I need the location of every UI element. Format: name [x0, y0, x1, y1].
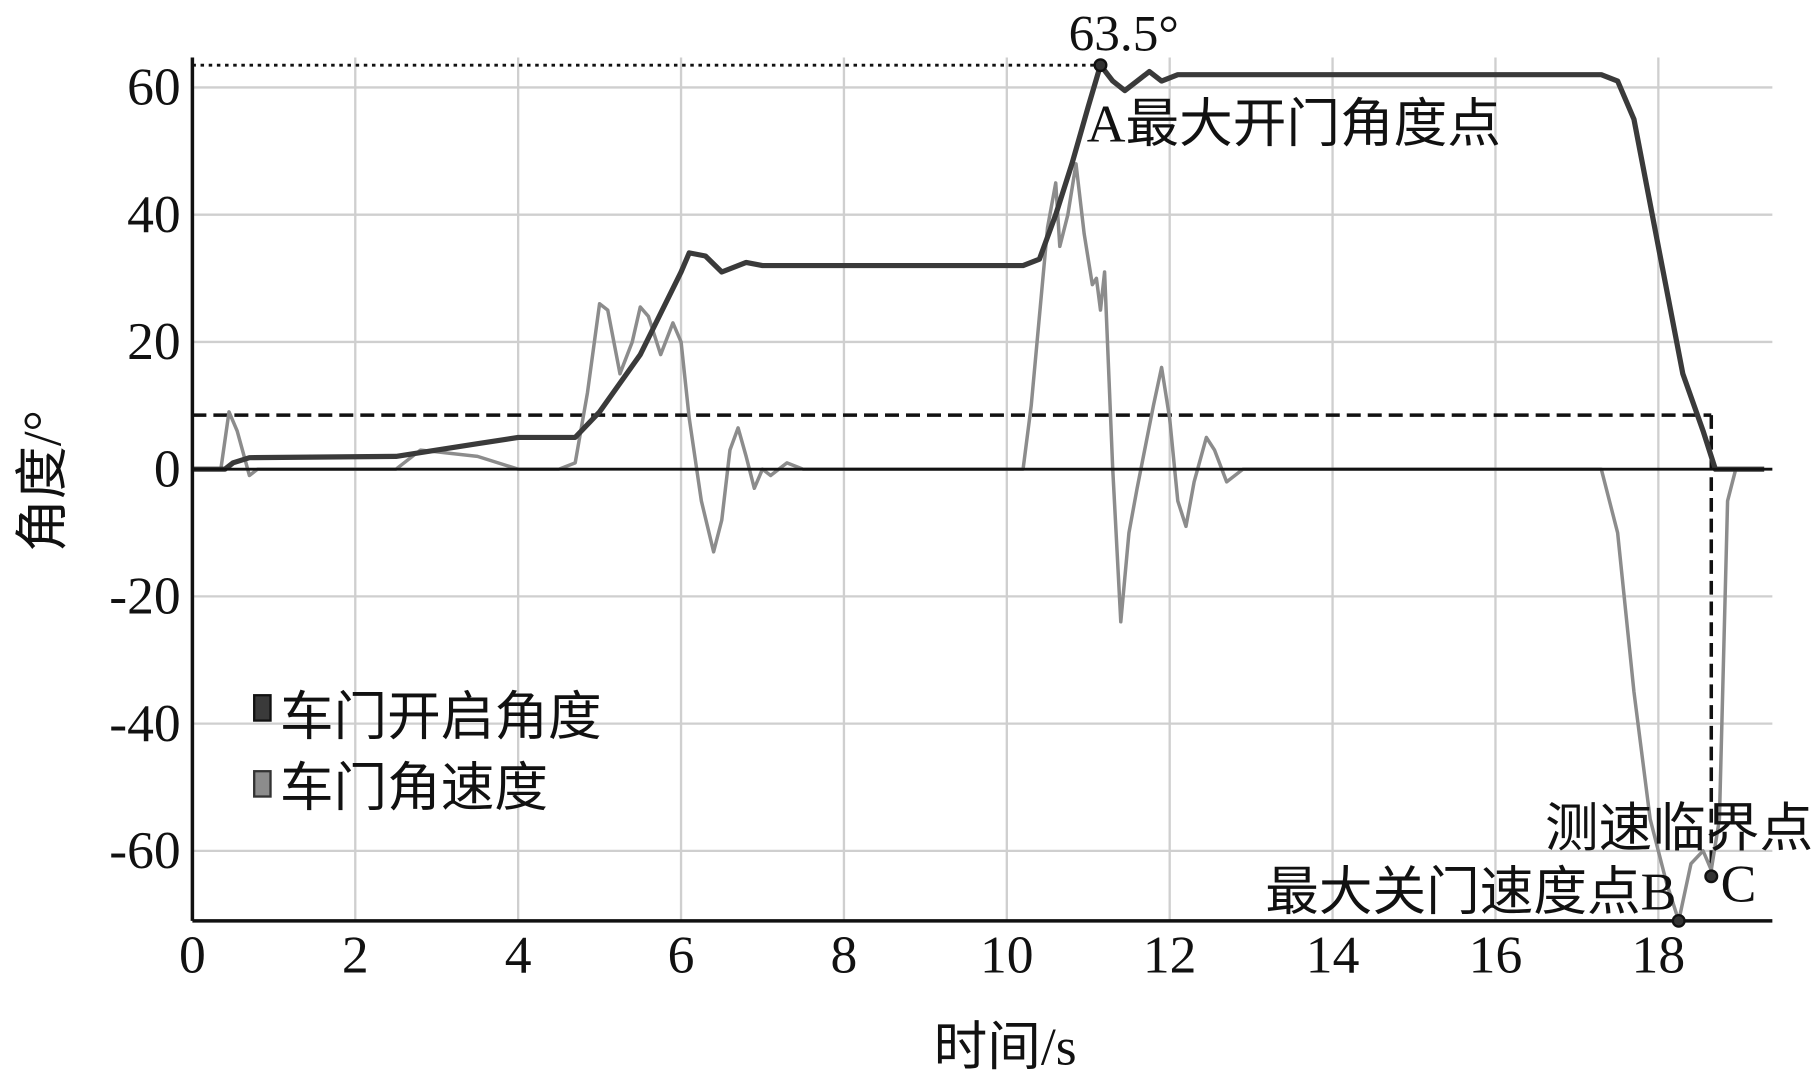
legend-label-velocity: 车门角速度	[280, 759, 548, 818]
x-tick-label: 2	[342, 926, 369, 985]
grid	[192, 57, 1773, 921]
annotation-label-B: 最大关门速度点B	[1265, 863, 1676, 922]
y-tick-label: -20	[109, 567, 180, 626]
legend-swatch-velocity	[253, 770, 272, 798]
y-tick-label: 0	[154, 440, 181, 499]
y-tick-label: 40	[127, 185, 181, 244]
reference-lines	[192, 63, 1714, 877]
y-tick-label: -60	[109, 821, 180, 880]
x-tick-label: 6	[668, 926, 695, 985]
x-tick-label: 18	[1632, 926, 1686, 985]
y-tick-label: 20	[127, 312, 181, 371]
annotation-point-C	[1704, 869, 1719, 884]
x-tick-label: 8	[831, 926, 858, 985]
x-tick-label: 10	[980, 926, 1034, 985]
axes	[190, 57, 1773, 923]
x-tick-label: 12	[1143, 926, 1197, 985]
annotation-caption-C: 测速临界点	[1545, 799, 1813, 858]
annotation-label-A: A最大开门角度点	[1087, 95, 1501, 154]
legend: 车门开启角度 车门角速度	[253, 688, 602, 818]
series-door-angle	[192, 62, 1765, 472]
annotation-value-A: 63.5°	[1069, 7, 1179, 63]
y-axis-label: 角度/°	[13, 410, 72, 552]
x-tick-label: 0	[179, 926, 206, 985]
annotation-point-A	[1093, 58, 1108, 73]
x-tick-label: 14	[1306, 926, 1360, 985]
x-axis-label: 时间/s	[934, 1018, 1077, 1077]
y-tick-label: -40	[109, 694, 180, 753]
x-tick-label: 4	[505, 926, 532, 985]
annotation-point-B	[1671, 913, 1686, 928]
annotation-label-C: C	[1721, 855, 1757, 914]
legend-swatch-angle	[253, 694, 272, 722]
x-tick-label: 16	[1469, 926, 1523, 985]
y-tick-label: 60	[127, 58, 181, 117]
legend-label-angle: 车门开启角度	[280, 688, 602, 747]
tick-labels: 0 2 4 6 8 10 12 14 16 18 -60 -40 -20 0 20 40 60	[109, 58, 1685, 985]
